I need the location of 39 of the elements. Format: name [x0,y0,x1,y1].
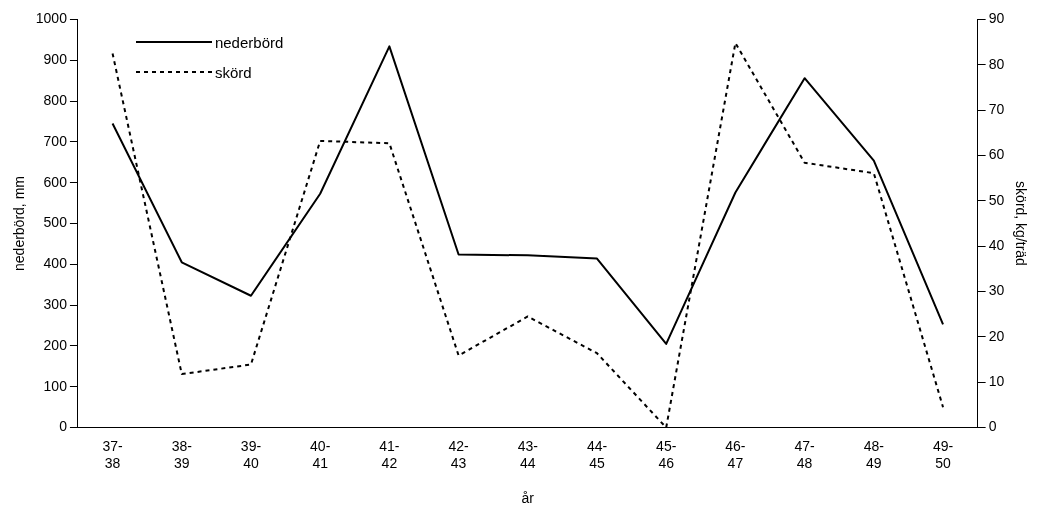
y-tick-label: 400 [43,255,68,272]
x-tick-label: 42-43 [448,437,470,471]
x-tick-label: 46-47 [725,437,746,471]
y2-tick-label: 40 [988,237,1005,254]
y2-tick-label: 80 [988,55,1005,72]
x-tick-label: 48-49 [863,437,885,471]
y2-tick-label: 30 [988,282,1005,299]
y-axis-title: nederbörd, mm [11,176,28,271]
x-tick-label: 39-40 [240,437,262,471]
x-axis-title: år [521,490,535,507]
y-tick-label: 100 [43,377,68,394]
x-tick-label: 47-48 [794,437,816,471]
y-tick-label: 300 [43,296,68,312]
y2-tick-label: 50 [988,191,1005,208]
y-tick-label: 800 [43,91,68,108]
x-tick-label: 49-50 [932,437,954,471]
y2-axis-title: skörd, kg/träd [1012,181,1029,266]
y2-tick-label: 20 [988,327,1005,344]
y-tick-label: 600 [43,173,68,190]
x-tick-label: 45-46 [656,437,677,471]
y2-tick-label: 10 [988,373,1005,390]
x-tick-label: 37-38 [102,437,123,471]
x-tick-label: 41-42 [379,437,400,471]
x-tick-label: 43-44 [517,437,539,471]
y-tick-label: 500 [43,214,68,231]
y-tick-label: 0 [59,418,68,435]
y2-tick-label: 90 [988,10,1005,27]
y-tick-label: 200 [43,336,68,353]
legend-label: skörd [214,63,252,81]
x-tick-label: 44-45 [586,437,608,471]
y2-tick-label: 70 [988,100,1005,117]
x-tick-label: 38-39 [171,437,193,471]
x-tick-label: 40-41 [310,437,331,471]
y2-tick-label: 60 [988,146,1005,163]
y2-tick-label: 0 [988,418,997,435]
y-tick-label: 900 [43,51,68,68]
legend-label: nederbörd [214,33,284,51]
y-tick-label: 1000 [35,10,68,27]
y-tick-label: 700 [43,132,68,149]
